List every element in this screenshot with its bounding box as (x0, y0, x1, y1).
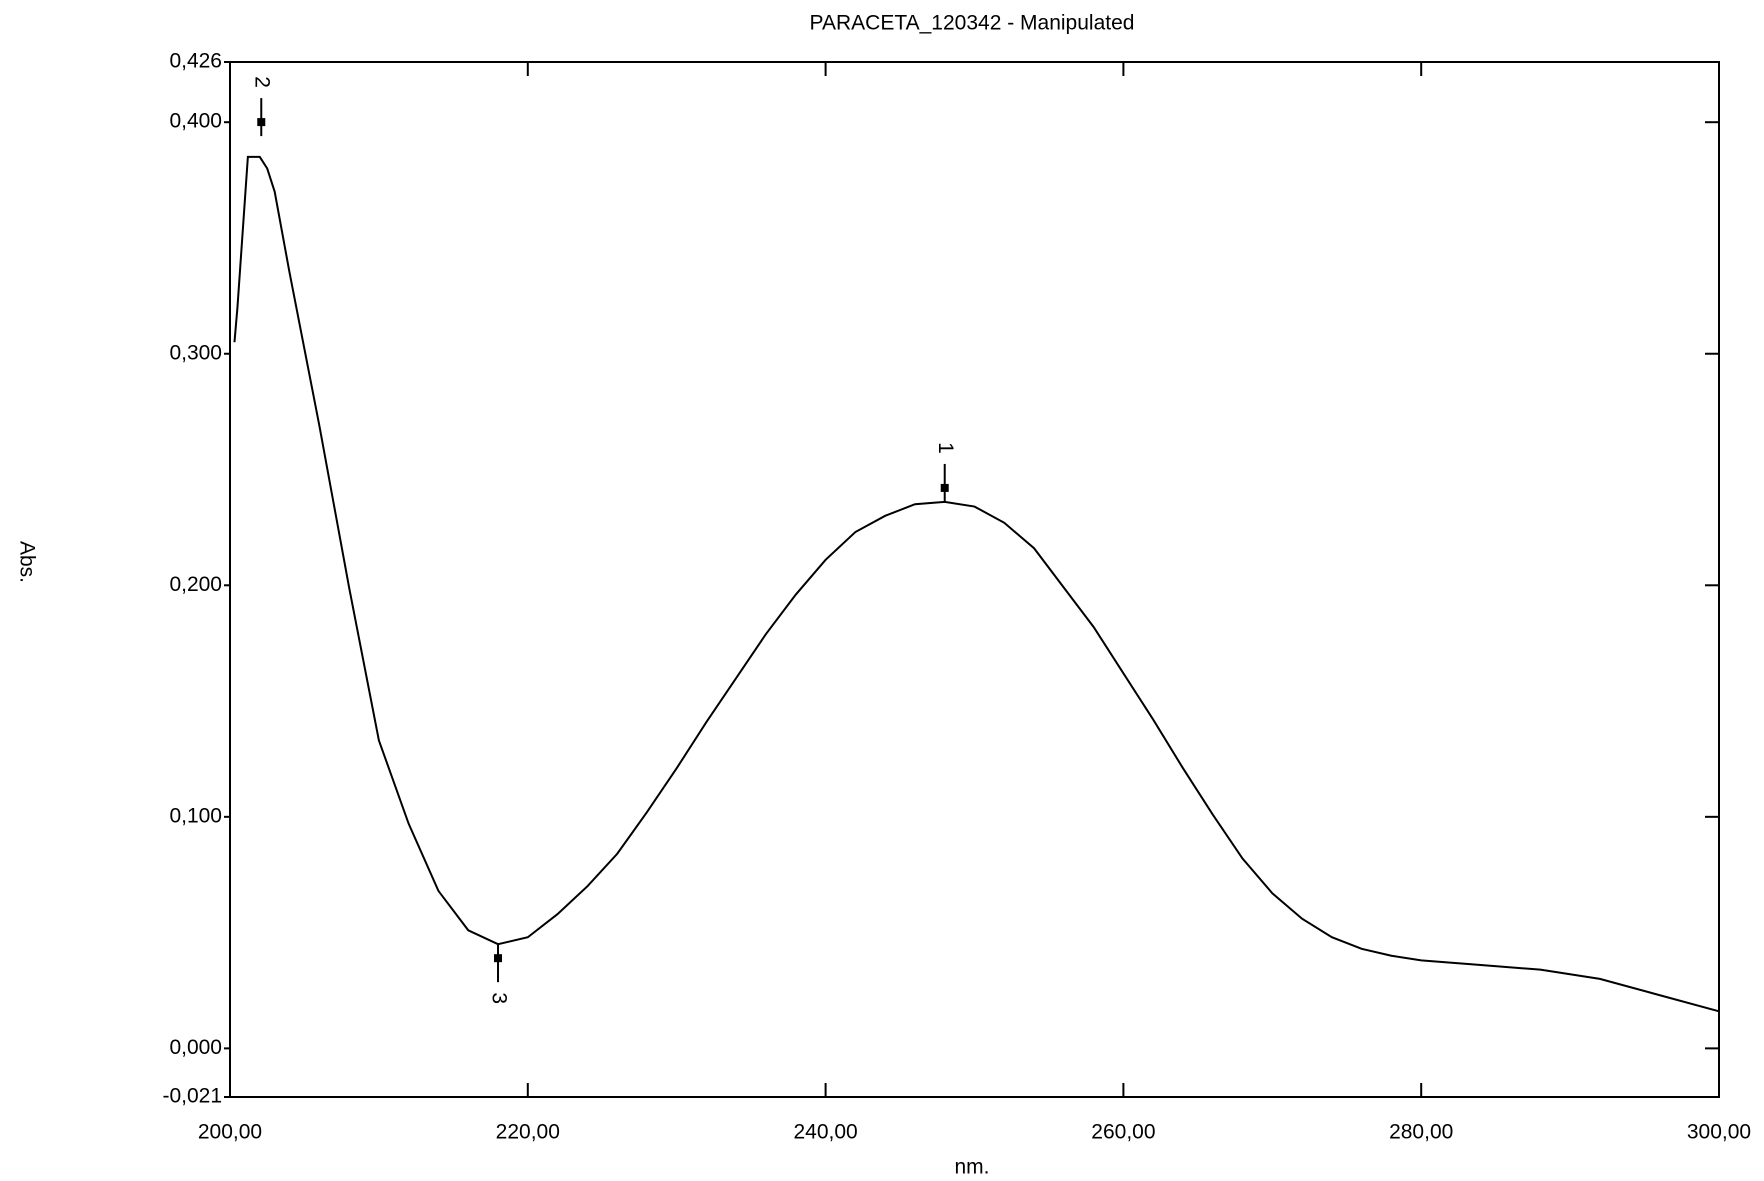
peak-label: 2 (251, 76, 274, 88)
x-tick-label: 260,00 (1091, 1121, 1155, 1144)
y-tick-label: 0,400 (169, 110, 222, 133)
peak-label: 3 (487, 992, 510, 1004)
y-tick-label: 0,100 (169, 804, 222, 827)
y-tick-label: 0,300 (169, 341, 222, 364)
chart-title: PARACETA_120342 - Manipulated (810, 12, 1135, 35)
x-tick-label: 220,00 (496, 1121, 560, 1144)
plot-frame (229, 61, 1720, 1098)
x-tick-label: 300,00 (1687, 1121, 1751, 1144)
peak-marker (257, 118, 266, 127)
y-tick-label: 0,000 (169, 1036, 222, 1059)
x-axis-label: nm. (954, 1156, 989, 1179)
peak-marker (940, 483, 949, 492)
y-tick-label: 0,426 (169, 50, 222, 73)
peak-label: 1 (934, 442, 957, 454)
peak-marker (494, 954, 503, 963)
y-tick-label: 0,200 (169, 573, 222, 596)
data-line (233, 155, 1720, 1013)
y-tick-label: -0,021 (162, 1085, 222, 1108)
x-tick-label: 280,00 (1389, 1121, 1453, 1144)
x-tick-label: 240,00 (793, 1121, 857, 1144)
x-tick-label: 200,00 (198, 1121, 262, 1144)
y-axis-label: Abs. (15, 541, 38, 583)
